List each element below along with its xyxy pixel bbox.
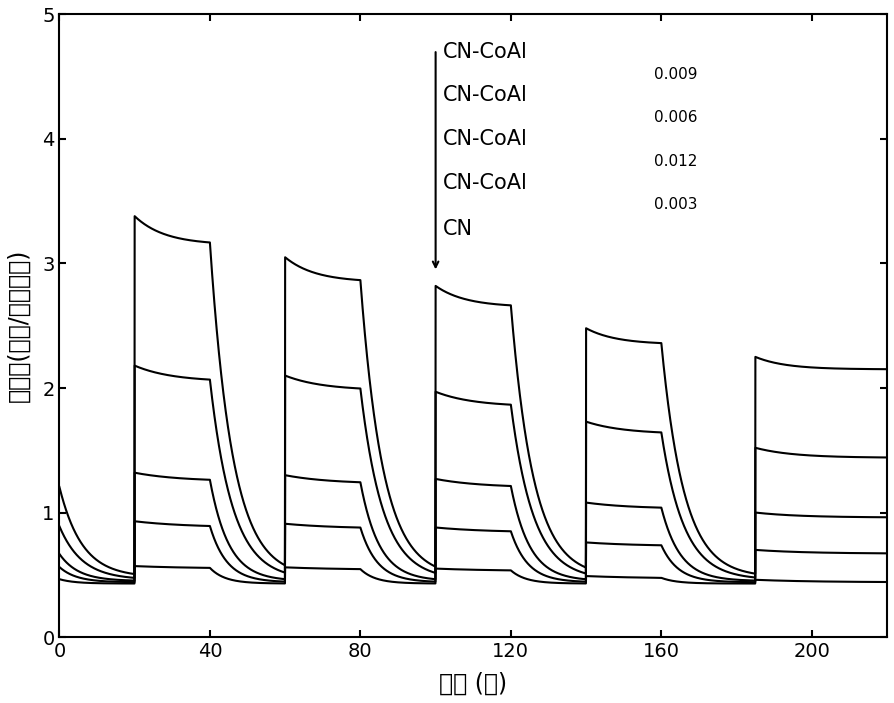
Text: CN: CN [443, 219, 473, 238]
Text: CN-CoAl: CN-CoAl [443, 41, 528, 62]
Text: 0.003: 0.003 [654, 198, 697, 212]
Text: 0.006: 0.006 [654, 110, 697, 125]
Text: CN-CoAl: CN-CoAl [443, 172, 528, 193]
Text: 0.012: 0.012 [654, 154, 697, 169]
Text: CN-CoAl: CN-CoAl [443, 85, 528, 105]
Y-axis label: 光电流(微安/平方厘米): 光电流(微安/平方厘米) [7, 249, 31, 402]
Text: 0.009: 0.009 [654, 67, 697, 82]
X-axis label: 时间 (秒): 时间 (秒) [439, 672, 507, 696]
Text: CN-CoAl: CN-CoAl [443, 129, 528, 149]
